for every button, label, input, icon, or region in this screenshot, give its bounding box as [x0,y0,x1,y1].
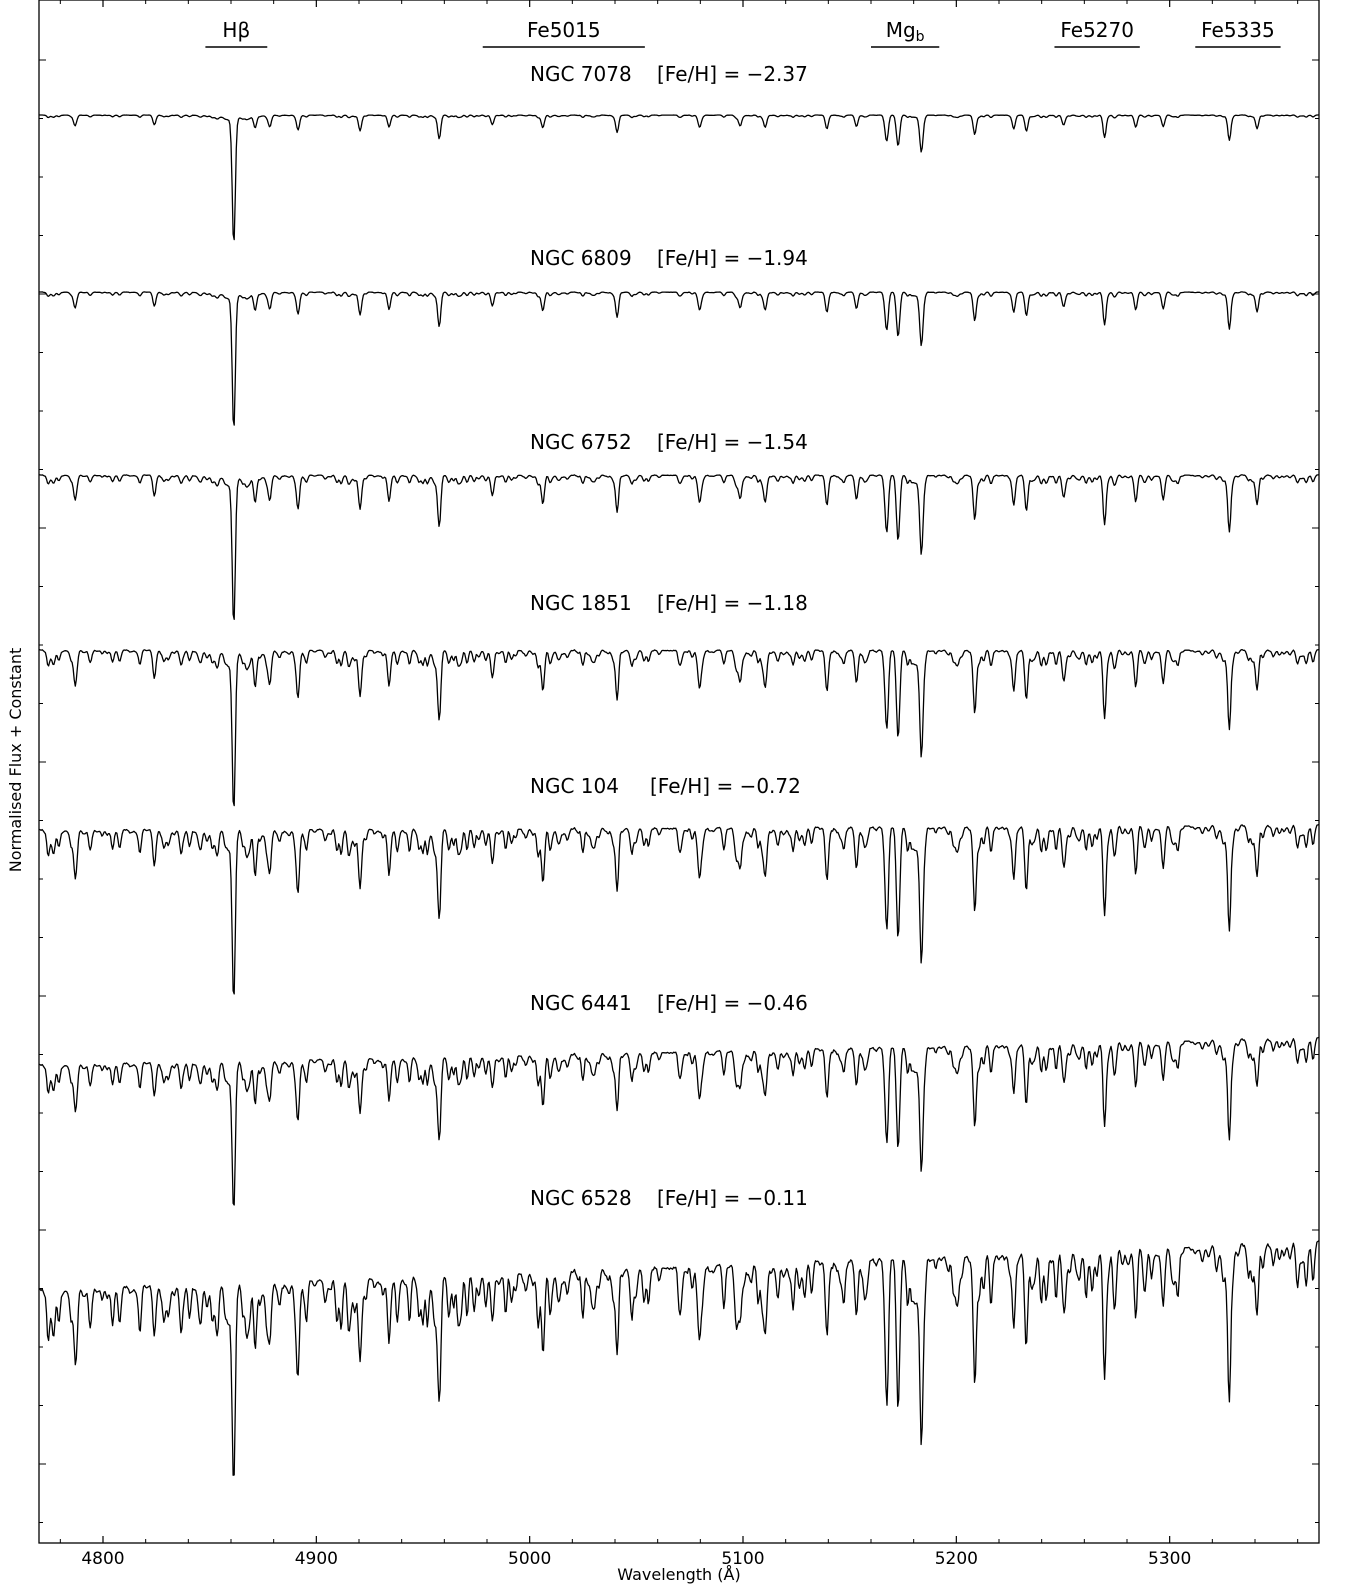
spectrum-feh-label: [Fe/H] = −0.72 [650,774,801,798]
spectra-layer: NGC 7078 [Fe/H] = −2.37 NGC 6809 [Fe/H] = −… [38,62,1320,1476]
spectrum-feh-label: [Fe/H] = −0.11 [657,1186,808,1210]
x-tick-label: 5200 [935,1549,978,1569]
axes-layer: 4800 4900 5000 5100 5200 5300 [38,0,1320,1569]
spectrum-feh-label: [Fe/H] = −1.18 [657,591,808,615]
spectrum-name-label: NGC 6528 [530,1186,632,1210]
index-band-label: Hβ [222,18,250,42]
index-band-name: Fe5015 [527,18,601,42]
index-band-name: Hβ [222,18,250,42]
spectrum-feh-label: [Fe/H] = −1.94 [657,246,808,270]
index-band-label: Fe5015 [527,18,601,42]
spectrum-feh-label: [Fe/H] = −2.37 [657,62,808,86]
spectrum-name-label: NGC 6809 [530,246,632,270]
spectrum-series: NGC 6809 [Fe/H] = −1.94 [38,246,1320,426]
spectrum-line [38,823,1320,995]
spectrum-line [38,474,1320,621]
x-axis-label: Wavelength (Å) [617,1565,740,1584]
spectrum-series: NGC 104 [Fe/H] = −0.72 [38,774,1320,995]
spectrum-name-label: NGC 6752 [530,430,632,454]
index-band-name: Fe5335 [1201,18,1275,42]
y-axis-label: Normalised Flux + Constant [6,648,25,873]
x-tick-label: 4800 [81,1549,124,1569]
x-tick-label: 5300 [1148,1549,1191,1569]
index-band-label: Fe5270 [1060,18,1134,42]
spectrum-series: NGC 6441 [Fe/H] = −0.46 [38,991,1320,1206]
spectrum-line [38,291,1320,426]
spectrum-line [38,1240,1320,1476]
index-band-layer: Hβ Fe5015 Mgb Fe5270 Fe5335 [205,18,1281,48]
spectrum-feh-label: [Fe/H] = −0.46 [657,991,808,1015]
spectrum-line [38,648,1320,807]
x-tick-label: 5000 [508,1549,551,1569]
spectrum-line [38,114,1320,241]
spectrum-name-label: NGC 104 [530,774,619,798]
index-band-label: Mgb [886,18,925,45]
spectrum-name-label: NGC 7078 [530,62,632,86]
spectrum-series: NGC 6528 [Fe/H] = −0.11 [38,1186,1320,1476]
index-band-subscript: b [916,29,925,45]
index-band-label: Fe5335 [1201,18,1275,42]
spectrum-name-label: NGC 6441 [530,991,632,1015]
index-band-name: Mg [886,18,916,42]
spectrum-series: NGC 7078 [Fe/H] = −2.37 [38,62,1320,241]
spectrum-line [38,1036,1320,1206]
spectrum-feh-label: [Fe/H] = −1.54 [657,430,808,454]
index-band-name: Fe5270 [1060,18,1134,42]
spectrum-name-label: NGC 1851 [530,591,632,615]
plot-frame [38,0,1320,1544]
x-tick-label: 5100 [721,1549,764,1569]
x-tick-label: 4900 [295,1549,338,1569]
spectrum-series: NGC 1851 [Fe/H] = −1.18 [38,591,1320,807]
spectrum-series: NGC 6752 [Fe/H] = −1.54 [38,430,1320,621]
